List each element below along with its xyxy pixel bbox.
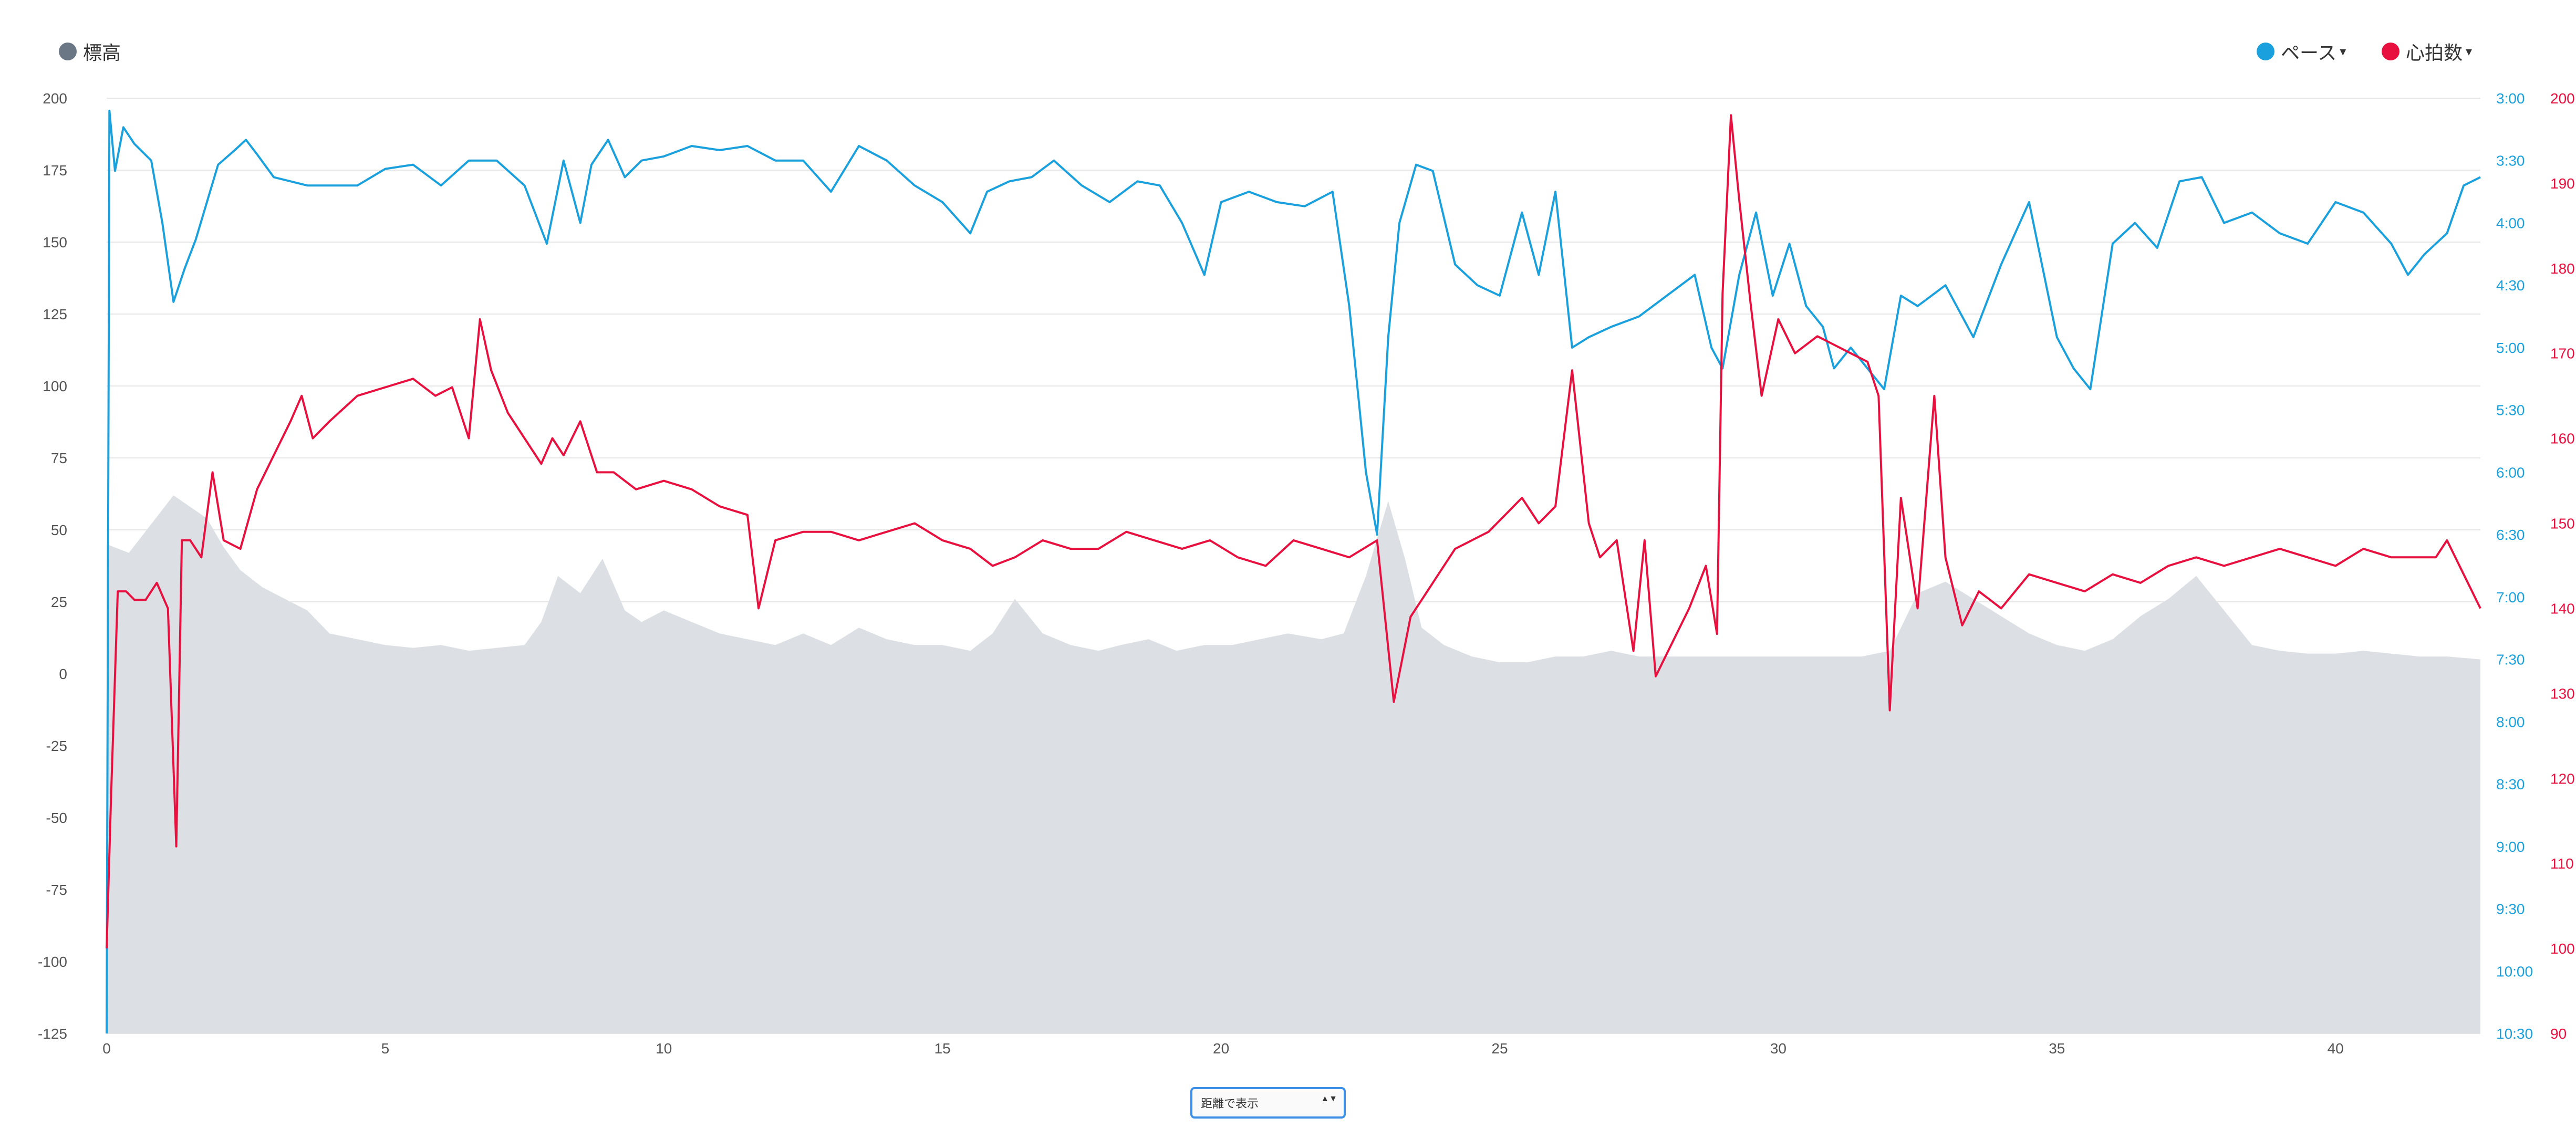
left-axis-tick-label: -75 [46, 882, 67, 898]
pace-axis-tick-label: 8:30 [2496, 776, 2525, 792]
pace-axis-tick-label: 3:00 [2496, 90, 2525, 107]
legend-label-pace: ペース [2281, 42, 2337, 64]
heart-rate-axis-tick-label: 200 [2550, 90, 2575, 107]
legend-item-pace[interactable]: ペース ▾ [2257, 38, 2346, 65]
heart-rate-axis-tick-label: 110 [2550, 855, 2574, 872]
x-axis-tick-label: 10 [656, 1040, 672, 1057]
pace-line [106, 109, 2481, 1034]
x-axis-tick-label: 20 [1213, 1040, 1229, 1057]
left-axis-tick-label: 125 [43, 306, 67, 322]
heart-rate-axis-tick-label: 120 [2550, 770, 2575, 787]
elevation-dot-icon [59, 43, 77, 60]
left-axis-tick-label: 50 [51, 522, 67, 538]
pace-axis-ticks: 3:00 3:30 4:00 4:30 5:00 5:30 6:00 6:30 7:00 7:30… [2496, 90, 2533, 1042]
left-axis-tick-label: 25 [51, 594, 67, 610]
pace-axis-tick-label: 6:00 [2496, 464, 2525, 481]
heart-rate-axis-tick-label: 190 [2550, 175, 2575, 192]
left-axis-tick-label: -125 [38, 1026, 67, 1042]
left-axis-tick-label: 100 [43, 378, 67, 394]
left-axis-tick-label: -25 [46, 738, 67, 754]
chevron-down-icon[interactable]: ▾ [2340, 44, 2346, 59]
pace-axis-tick-label: 8:00 [2496, 714, 2525, 730]
x-axis-tick-label: 0 [102, 1040, 111, 1057]
pace-axis-tick-label: 7:30 [2496, 652, 2525, 668]
series-lines [106, 109, 2481, 1034]
heart-rate-axis-tick-label: 140 [2550, 600, 2575, 617]
pace-axis-tick-label: 5:00 [2496, 340, 2525, 356]
left-axis-tick-label: -50 [46, 810, 67, 826]
pace-axis-tick-label: 9:00 [2496, 839, 2525, 855]
elevation-area [107, 495, 2480, 1034]
pace-axis-tick-label: 9:30 [2496, 901, 2525, 917]
chevron-down-icon[interactable]: ▾ [2466, 44, 2473, 59]
elevation-area-layer [107, 495, 2480, 1034]
pace-dot-icon [2257, 43, 2274, 60]
x-axis-tick-label: 35 [2049, 1040, 2065, 1057]
left-axis-ticks: 200 175 150 125 100 75 50 25 0 -25 -50 -75 -100 -125 [38, 90, 67, 1042]
pace-axis-tick-label: 3:30 [2496, 153, 2525, 169]
x-axis-tick-label: 25 [1491, 1040, 1508, 1057]
heart-rate-axis-ticks: 200 190 180 170 160 150 140 130 120 110 100 90 [2550, 90, 2575, 1042]
x-axis-tick-label: 5 [381, 1040, 390, 1057]
view-mode-select-value: 距離で表示 [1201, 1097, 1259, 1110]
left-axis-tick-label: 150 [43, 234, 67, 250]
heart-rate-axis-tick-label: 150 [2550, 516, 2575, 532]
heart-rate-axis-tick-label: 90 [2550, 1026, 2567, 1042]
heart-rate-axis-tick-label: 170 [2550, 346, 2575, 362]
legend-label-elevation: 標高 [83, 42, 121, 64]
heart-rate-line [106, 114, 2481, 949]
heart-rate-axis-tick-label: 160 [2550, 431, 2575, 447]
x-axis-tick-label: 30 [1770, 1040, 1786, 1057]
pace-axis-tick-label: 10:00 [2496, 963, 2533, 979]
heart-rate-axis-tick-label: 130 [2550, 685, 2575, 702]
select-arrows-icon: ▲▼ [1321, 1094, 1337, 1103]
pace-axis-tick-label: 10:30 [2496, 1026, 2533, 1042]
left-axis-tick-label: -100 [38, 954, 67, 970]
legend-item-elevation[interactable]: 標高 [59, 38, 121, 65]
heart-rate-dot-icon [2382, 43, 2400, 60]
pace-axis-tick-label: 7:00 [2496, 589, 2525, 605]
heart-rate-axis-tick-label: 100 [2550, 941, 2575, 957]
x-axis-tick-label: 15 [934, 1040, 951, 1057]
pace-axis-tick-label: 6:30 [2496, 527, 2525, 543]
view-mode-select[interactable]: 距離で表示 ▲▼ [1190, 1087, 1346, 1119]
legend-item-heart-rate[interactable]: 心拍数 ▾ [2382, 38, 2472, 65]
left-axis-tick-label: 0 [59, 666, 67, 682]
pace-axis-tick-label: 4:30 [2496, 277, 2525, 294]
left-axis-tick-label: 200 [43, 90, 67, 107]
left-axis-tick-label: 75 [51, 450, 67, 466]
pace-axis-tick-label: 4:00 [2496, 215, 2525, 231]
x-axis-tick-label: 40 [2328, 1040, 2344, 1057]
x-axis-ticks: 0 5 10 15 20 25 30 35 40 [102, 1040, 2344, 1057]
legend-label-heart-rate: 心拍数 [2406, 42, 2463, 64]
heart-rate-axis-tick-label: 180 [2550, 260, 2575, 277]
left-axis-tick-label: 175 [43, 162, 67, 179]
pace-axis-tick-label: 5:30 [2496, 402, 2525, 419]
